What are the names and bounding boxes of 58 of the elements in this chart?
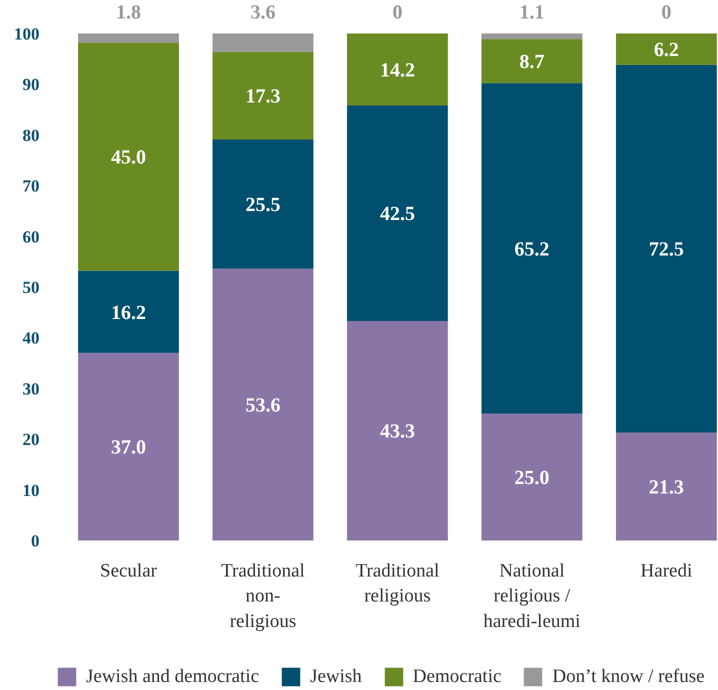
x-tick-label: Traditional non-religious [221, 560, 305, 632]
bar [347, 105, 448, 321]
data-label: 6.2 [654, 39, 679, 62]
data-label: 25.0 [514, 467, 550, 490]
bar [481, 414, 582, 540]
y-tick-label: 50 [22, 278, 40, 297]
legend-label: Jewish and democratic [86, 666, 260, 688]
data-label: 37.0 [110, 436, 146, 459]
data-label: 0 [392, 2, 402, 24]
data-label: 16.2 [110, 302, 146, 324]
legend-label: Jewish [310, 666, 362, 688]
data-label: 14.2 [380, 59, 415, 82]
data-label: 8.7 [519, 51, 544, 74]
bar [347, 34, 448, 106]
y-tick-label: 60 [22, 227, 40, 246]
data-label: 25.5 [245, 194, 280, 216]
bar [481, 39, 582, 84]
x-tick-label: Secular [100, 560, 158, 582]
y-tick-label: 70 [22, 176, 40, 196]
bar [212, 52, 314, 140]
y-tick-label: 10 [22, 480, 40, 500]
bar [212, 268, 314, 540]
data-label: 72.5 [648, 238, 684, 261]
bar [78, 352, 179, 540]
data-label: 0 [661, 2, 672, 24]
y-tick-label: 90 [22, 75, 40, 94]
data-label: 43.3 [380, 420, 415, 443]
bar [481, 83, 582, 414]
y-tick-label: 80 [22, 126, 40, 145]
data-label: 53.6 [245, 394, 280, 417]
x-tick-label: Haredi [640, 560, 692, 582]
bar [212, 34, 314, 52]
data-label: 65.2 [514, 238, 550, 260]
legend-label: Democratic [412, 666, 502, 688]
bar [78, 270, 179, 353]
bar [616, 432, 717, 540]
data-label: 42.5 [380, 203, 415, 226]
bar [347, 320, 448, 540]
data-label: 3.6 [250, 2, 276, 24]
legend-label: Don’t know / refuse [552, 666, 705, 688]
bar [616, 64, 717, 433]
bar [212, 139, 314, 269]
data-label: 1.1 [519, 2, 544, 24]
x-tick-label: Traditional religious [356, 560, 440, 607]
data-label: 21.3 [648, 476, 684, 499]
y-tick-label: 20 [22, 430, 40, 450]
y-tick-label: 0 [31, 532, 40, 550]
data-label: 45.0 [110, 146, 146, 169]
data-label: 1.8 [116, 2, 141, 24]
y-tick-label: 100 [14, 24, 40, 44]
y-tick-label: 40 [22, 328, 40, 348]
bar [616, 34, 717, 65]
y-tick-label: 30 [22, 379, 40, 398]
x-tick-label: National religious / haredi-leumi [483, 560, 580, 632]
bar [481, 34, 582, 40]
data-label: 17.3 [245, 86, 280, 108]
bar [78, 42, 179, 271]
bar [78, 34, 179, 43]
